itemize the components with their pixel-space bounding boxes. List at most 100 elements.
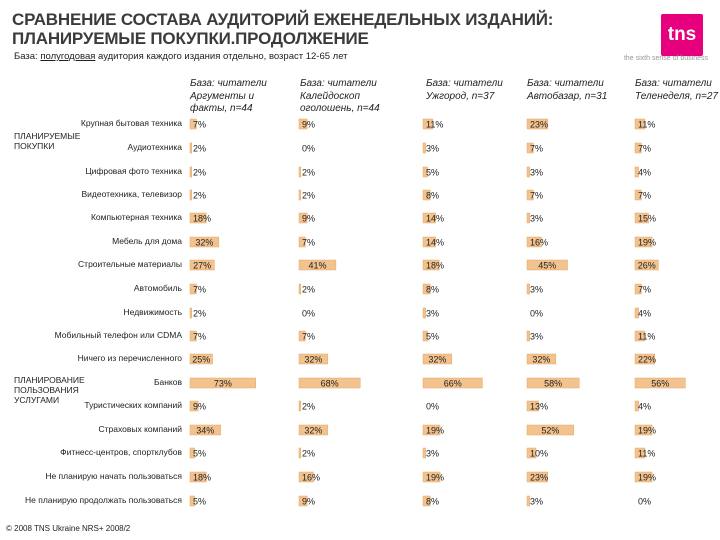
data-label: 2% (302, 285, 315, 295)
column-header-5: База: читатели Теленеделя, n=27 (635, 78, 718, 102)
title-line-2: ПЛАНИРУЕМЫЕ ПОКУПКИ.ПРОДОЛЖЕНИЕ (12, 29, 369, 48)
group-label-purchases: ПЛАНИРУЕМЫЕ ПОКУПКИ (14, 131, 81, 151)
bar (634, 353, 656, 365)
data-label: 32% (532, 355, 550, 365)
bar (526, 166, 530, 178)
row-label: Мебель для дома (112, 236, 182, 246)
data-label: 3% (426, 144, 439, 154)
data-label: 14% (426, 238, 444, 248)
column-header-1: База: читатели Аргументы и факты, n=44 (190, 78, 267, 114)
bar (298, 447, 302, 459)
bar (526, 471, 548, 483)
bar (189, 353, 213, 365)
bar (298, 166, 302, 178)
bar (298, 471, 314, 483)
subtitle-underlined: полугодовая (40, 51, 96, 62)
row-label: Компьютерная техника (90, 212, 182, 222)
bar (634, 236, 653, 248)
data-label: 4% (638, 168, 651, 178)
data-label: 68% (321, 379, 339, 389)
bar (526, 330, 530, 342)
title-line-1: СРАВНЕНИЕ СОСТАВА АУДИТОРИЙ ЕЖЕНЕДЕЛЬНЫХ… (12, 10, 554, 29)
data-label: 19% (638, 426, 656, 436)
bar (422, 118, 434, 130)
data-label: 18% (426, 261, 444, 271)
data-label: 22% (638, 355, 656, 365)
bar (422, 142, 426, 154)
row-label: Аудиотехника (127, 142, 182, 152)
bar (634, 330, 646, 342)
data-label: 18% (193, 214, 211, 224)
data-label: 9% (302, 214, 315, 224)
row-label: Ничего из перечисленного (77, 353, 182, 363)
base-subtitle: База: полугодовая аудитория каждого изда… (14, 51, 348, 62)
data-label: 9% (302, 497, 315, 507)
bar (526, 377, 580, 389)
bar (634, 189, 642, 201)
row-label: Недвижимость (123, 307, 182, 317)
data-label: 2% (193, 168, 206, 178)
bar (298, 330, 306, 342)
bar (526, 142, 534, 154)
data-label: 2% (193, 309, 206, 319)
data-label: 3% (530, 332, 543, 342)
bar (298, 377, 361, 389)
data-label: 11% (638, 120, 655, 130)
data-label: 26% (638, 261, 656, 271)
bar (526, 259, 568, 271)
row-label: Автомобиль (133, 283, 182, 293)
data-label: 4% (638, 402, 651, 412)
data-label: 5% (193, 497, 206, 507)
row-label: Не планирую продолжать пользоваться (24, 495, 182, 505)
data-label: 32% (304, 355, 322, 365)
data-label: 2% (302, 402, 315, 412)
bar (298, 236, 306, 248)
data-label: 0% (638, 497, 651, 507)
data-label: 3% (530, 214, 543, 224)
data-label: 2% (302, 191, 315, 201)
data-label: 3% (426, 309, 439, 319)
row-label: Страховых компаний (98, 424, 182, 434)
bar (298, 189, 302, 201)
data-label: 2% (193, 191, 206, 201)
data-label: 7% (530, 144, 543, 154)
data-label: 8% (426, 497, 439, 507)
data-label: 0% (302, 309, 315, 319)
row-label: Не планирую начать пользоваться (45, 471, 182, 481)
data-label: 10% (530, 449, 548, 459)
bar (634, 259, 659, 271)
data-label: 7% (193, 120, 206, 130)
data-label: 45% (538, 261, 556, 271)
data-label: 0% (426, 402, 439, 412)
row-label: Туристических компаний (84, 400, 182, 410)
data-label: 3% (426, 449, 439, 459)
bar (526, 424, 575, 436)
data-label: 7% (638, 144, 651, 154)
bar (634, 424, 653, 436)
column-header-2: База: читатели Калейдоскоп оголошень, n=… (300, 78, 380, 114)
data-label: 19% (638, 238, 656, 248)
bar (189, 259, 215, 271)
data-label: 23% (530, 473, 548, 483)
data-label: 11% (426, 120, 443, 130)
bar (526, 189, 534, 201)
row-label: Мобильный телефон или CDMA (54, 330, 182, 340)
bar (422, 236, 436, 248)
bar (189, 142, 193, 154)
data-label: 2% (302, 449, 315, 459)
bar (189, 400, 199, 412)
bar (634, 447, 646, 459)
bar (422, 166, 428, 178)
data-label: 19% (638, 473, 656, 483)
bar (634, 142, 642, 154)
data-label: 5% (426, 168, 439, 178)
row-label: Банков (153, 377, 182, 387)
bar (298, 212, 308, 224)
data-label: 19% (426, 426, 444, 436)
data-label: 16% (302, 473, 320, 483)
subtitle-prefix: База: (14, 51, 41, 62)
bar (298, 400, 302, 412)
data-label: 7% (193, 332, 206, 342)
bar (298, 495, 308, 507)
bar (422, 377, 483, 389)
